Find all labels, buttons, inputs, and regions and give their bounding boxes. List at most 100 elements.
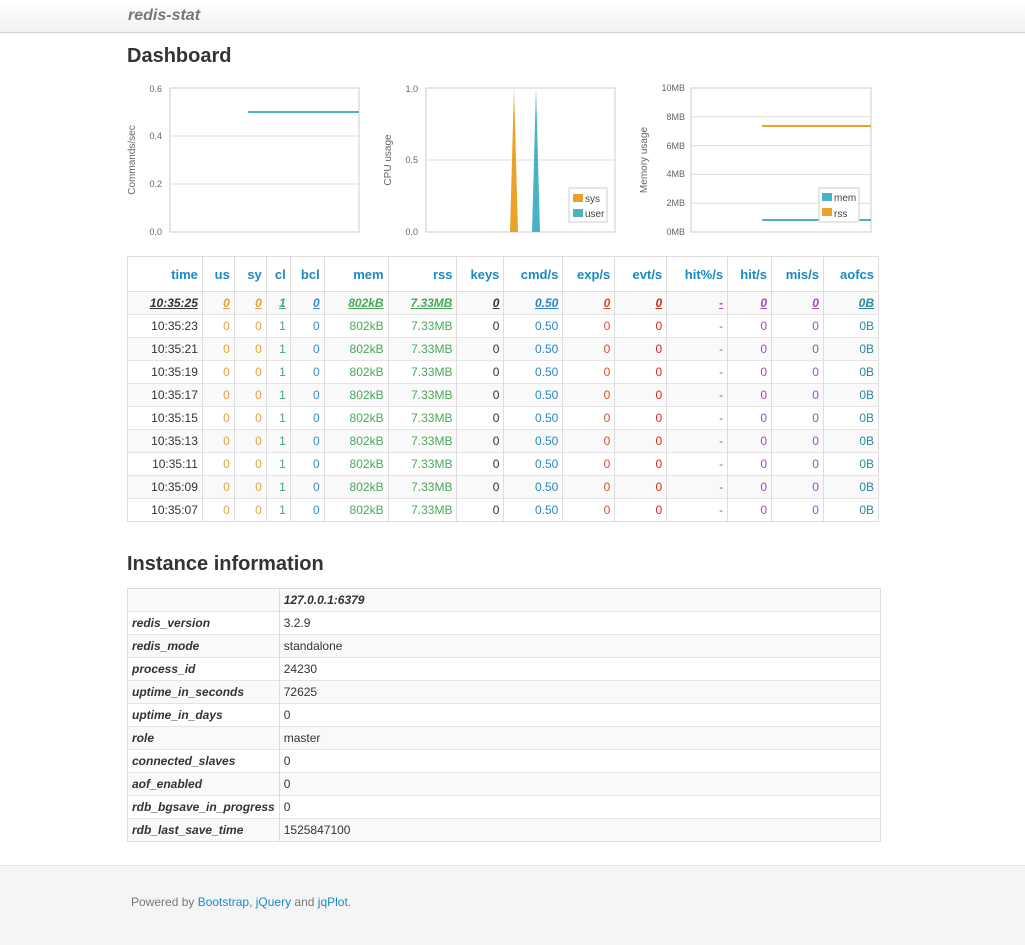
cell-hitp: - [666, 383, 728, 407]
cell-hits: 0 [727, 291, 772, 315]
cell-mem: 802kB [323, 452, 389, 476]
cell-aofcs: 0B [822, 429, 879, 453]
cell-sy: 0 [233, 360, 267, 384]
footer-sep: , [249, 895, 256, 909]
cell-us: 0 [201, 337, 235, 361]
cell-us: 0 [201, 429, 235, 453]
cell-mem: 802kB [323, 383, 389, 407]
instance-value: master [279, 726, 881, 750]
stats-table: time us sy cl bcl mem rss keys cmd/s exp… [127, 256, 879, 522]
instance-row: uptime_in_days 0 [127, 703, 881, 727]
cell-mem: 802kB [323, 429, 389, 453]
cell-hits: 0 [727, 429, 772, 453]
instance-body: 127.0.0.1:6379 redis_version 3.2.9 redis_m… [127, 588, 881, 842]
user-spike [532, 88, 540, 232]
cell-rss: 7.33MB [387, 475, 457, 499]
cell-bcl: 0 [289, 475, 325, 499]
cell-miss: 0 [771, 383, 824, 407]
cell-time: 10:35:19 [127, 360, 203, 384]
cell-sy: 0 [233, 383, 267, 407]
cell-mem: 802kB [323, 314, 389, 338]
cell-aofcs: 0B [822, 406, 879, 430]
cell-cl: 1 [265, 452, 291, 476]
bootstrap-link[interactable]: Bootstrap [197, 895, 250, 909]
cell-hits: 0 [727, 406, 772, 430]
cell-us: 0 [201, 314, 235, 338]
cell-exps: 0 [562, 429, 615, 453]
cell-evts: 0 [614, 429, 667, 453]
cell-cl: 1 [265, 498, 291, 522]
instance-key: rdb_bgsave_in_progress [127, 795, 280, 819]
cell-evts: 0 [614, 360, 667, 384]
y-tick: 1.0 [405, 84, 418, 94]
instance-value: 0 [279, 749, 881, 773]
col-hitp: hit%/s [666, 256, 728, 292]
cell-sy: 0 [233, 452, 267, 476]
cell-cl: 1 [265, 429, 291, 453]
legend-sys: sys [585, 194, 600, 205]
brand-link[interactable]: redis-stat [128, 7, 201, 24]
jqplot-link[interactable]: jqPlot [317, 895, 348, 909]
cell-cmds: 0.50 [503, 406, 563, 430]
stats-header-row: time us sy cl bcl mem rss keys cmd/s exp… [127, 256, 879, 292]
y-axis-label: Commands/sec [127, 125, 138, 194]
cell-time: 10:35:23 [127, 314, 203, 338]
footer-prefix: Powered by [131, 895, 198, 909]
legend-rss: rss [834, 209, 847, 220]
cell-hitp: - [666, 429, 728, 453]
jquery-link[interactable]: jQuery [255, 895, 292, 909]
cell-cmds: 0.50 [503, 429, 563, 453]
cell-time: 10:35:17 [127, 383, 203, 407]
cell-bcl: 0 [289, 383, 325, 407]
cell-exps: 0 [562, 314, 615, 338]
instance-value: 0 [279, 772, 881, 796]
cell-miss: 0 [771, 314, 824, 338]
y-tick: 10MB [661, 83, 685, 93]
col-exps: exp/s [562, 256, 615, 292]
cell-evts: 0 [614, 383, 667, 407]
cell-bcl: 0 [289, 337, 325, 361]
cell-rss: 7.33MB [387, 498, 457, 522]
legend: sys user [568, 187, 608, 223]
cell-time: 10:35:07 [127, 498, 203, 522]
cell-cl: 1 [265, 291, 291, 315]
col-us: us [201, 256, 235, 292]
instance-row: aof_enabled 0 [127, 772, 881, 796]
y-tick: 8MB [666, 112, 685, 122]
cell-evts: 0 [614, 452, 667, 476]
cpu-chart: 1.0 0.5 0.0 CPU usage sys user [383, 84, 616, 237]
col-hits: hit/s [727, 256, 772, 292]
cell-hitp: - [666, 498, 728, 522]
footer-suffix: . [347, 895, 352, 909]
cell-sy: 0 [233, 498, 267, 522]
instance-value: 24230 [279, 657, 881, 681]
y-tick: 0MB [666, 227, 685, 237]
cell-time: 10:35:15 [127, 406, 203, 430]
cell-keys: 0 [456, 406, 504, 430]
cell-cmds: 0.50 [503, 498, 563, 522]
cell-exps: 0 [562, 475, 615, 499]
cell-evts: 0 [614, 498, 667, 522]
instance-row: redis_mode standalone [127, 634, 881, 658]
y-tick: 4MB [666, 169, 685, 179]
col-bcl: bcl [289, 256, 325, 292]
cell-us: 0 [201, 406, 235, 430]
col-cl: cl [265, 256, 291, 292]
cell-evts: 0 [614, 291, 667, 315]
y-axis-label: Memory usage [639, 126, 650, 193]
footer-sep: and [291, 895, 318, 909]
instance-value: 3.2.9 [279, 611, 881, 635]
cell-time: 10:35:11 [127, 452, 203, 476]
cell-hitp: - [666, 360, 728, 384]
col-miss: mis/s [771, 256, 824, 292]
instance-key: rdb_last_save_time [127, 818, 280, 842]
cell-aofcs: 0B [822, 452, 879, 476]
cell-bcl: 0 [289, 360, 325, 384]
instance-key: uptime_in_seconds [127, 680, 280, 704]
cell-cmds: 0.50 [503, 314, 563, 338]
instance-host-row: 127.0.0.1:6379 [127, 588, 881, 612]
cell-cmds: 0.50 [503, 452, 563, 476]
cell-exps: 0 [562, 406, 615, 430]
instance-value: 1525847100 [279, 818, 881, 842]
cell-hits: 0 [727, 337, 772, 361]
